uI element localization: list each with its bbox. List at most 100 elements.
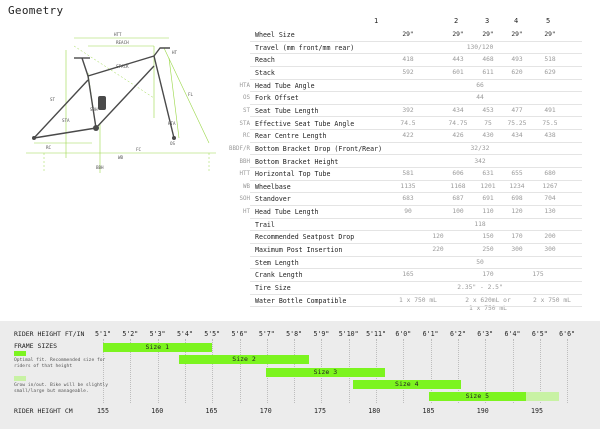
frame-size-bar[interactable]: Size 1 [103, 343, 212, 352]
row-value: 300 [511, 246, 523, 254]
row-value: 1267 [542, 182, 558, 190]
row-value: 606 [452, 170, 464, 178]
geometry-row: OS Fork Offset 44 [210, 92, 600, 105]
row-value: 90 [404, 208, 412, 216]
cm-tick: 180 [368, 407, 381, 415]
diagram-label-st: ST [50, 97, 56, 102]
row-value: 493 [511, 56, 523, 64]
ftin-tick: 5'11" [366, 330, 386, 338]
row-value: 44 [476, 94, 484, 102]
row-value: 468 [482, 56, 494, 64]
row-value: 453 [482, 106, 494, 114]
ftin-gridline [567, 339, 569, 403]
geometry-row: Stack 592 601 611 620 629 [210, 67, 600, 80]
cm-tick: 170 [259, 407, 272, 415]
ftin-tick: 6'0" [395, 330, 412, 338]
row-value: 392 [402, 106, 414, 114]
cm-tick: 175 [314, 407, 326, 415]
ftin-tick: 5'2" [122, 330, 139, 338]
row-value: 422 [402, 132, 414, 140]
diagram-label-htt: HTT [114, 32, 122, 37]
optimal-legend-text: Optimal fit. Recommended size for riders… [14, 358, 106, 369]
frame-size-bar-label: Size 5 [465, 392, 490, 401]
cm-tick: 185 [422, 407, 435, 415]
row-value: 66 [476, 81, 484, 89]
diagram-label-fl: FL [188, 92, 194, 97]
row-value: 680 [544, 170, 556, 178]
row-label: Seat Tube Length [255, 106, 319, 115]
row-value: 1 x 750 mL [399, 296, 437, 304]
row-value: 2 x 620mL or 1 x 750 mL [465, 296, 511, 312]
cm-tick: 195 [531, 407, 543, 415]
geometry-row: Stem Length 50 [210, 257, 600, 270]
geometry-row: Trail 118 [210, 219, 600, 232]
row-abbreviation: HTT [239, 171, 250, 178]
rider-height-ftin-label: RIDER HEIGHT FT/IN [14, 330, 85, 338]
row-value: 434 [452, 106, 464, 114]
geometry-row: WB Wheelbase 1135 1168 1201 1234 1267 [210, 181, 600, 194]
rider-height-cm-label: RIDER HEIGHT CM [14, 407, 73, 415]
size-header-4: 4 [514, 17, 519, 25]
geometry-row: Crank Length 165 170 175 [210, 269, 600, 282]
row-abbreviation: HTA [239, 82, 250, 89]
geometry-row: HTA Head Tube Angle 66 [210, 80, 600, 93]
diagram-label-stack: STACK [116, 64, 129, 69]
row-label: Water Bottle Compatible [255, 296, 347, 305]
ftin-tick: 6'6" [559, 330, 576, 338]
frame-size-bar[interactable]: Size 5 [428, 392, 559, 402]
row-label: Stem Length [255, 258, 299, 267]
frame-size-bar-label: Size 3 [313, 367, 338, 376]
row-label: Bottom Bracket Drop (Front/Rear) [255, 144, 383, 153]
frame-size-bar[interactable]: Size 2 [178, 355, 310, 365]
row-value: 2 x 750 mL [533, 296, 571, 304]
ftin-tick: 5'8" [286, 330, 303, 338]
row-abbreviation: BBH [239, 158, 250, 165]
row-label: Trail [255, 220, 275, 229]
size-header-1: 1 [374, 17, 379, 25]
frame-size-bar[interactable]: Size 4 [352, 379, 462, 389]
geometry-row: Water Bottle Compatible 1 x 750 mL 2 x 620… [210, 295, 600, 312]
ftin-tick: 5'10" [338, 330, 359, 338]
row-value: 74.75 [448, 119, 468, 127]
row-value: 698 [511, 195, 523, 203]
row-label: Recommended Seatpost Drop [255, 233, 355, 242]
frame-size-bar[interactable]: Size 3 [265, 367, 386, 377]
row-value: 29" [452, 31, 464, 38]
diagram-label-fc: FC [136, 147, 142, 152]
ftin-gridline [157, 339, 159, 403]
diagram-label-sta: STA [62, 118, 70, 123]
geometry-row: ST Seat Tube Length 392 434 453 477 491 [210, 105, 600, 118]
ftin-tick: 6'1" [422, 330, 439, 338]
ftin-tick: 5'1" [95, 330, 111, 338]
row-value: 2.35" - 2.5" [457, 284, 503, 291]
row-value: 200 [544, 233, 556, 241]
row-value: 29" [544, 31, 556, 38]
row-value: 601 [452, 68, 464, 76]
geometry-row: HTT Horizontal Top Tube 581 606 631 655 680 [210, 168, 600, 181]
row-value: 75.25 [507, 119, 527, 127]
ftin-tick: 6'5" [531, 330, 548, 338]
row-label: Travel (mm front/mm rear) [255, 43, 355, 52]
size-header-5: 5 [546, 17, 551, 25]
row-value: 1201 [480, 182, 496, 190]
row-label: Bottom Bracket Height [255, 157, 339, 166]
row-label: Tire Size [255, 284, 291, 292]
row-label: Wheelbase [255, 182, 291, 191]
frame-sizes-label: FRAME SIZES [14, 342, 58, 350]
row-value: 1234 [509, 182, 525, 190]
row-abbreviation: HT [243, 209, 250, 216]
ftin-gridline [212, 339, 214, 403]
ftin-gridline [512, 339, 514, 403]
grow-swatch [14, 376, 26, 381]
row-value: 477 [511, 106, 523, 114]
ftin-gridline [184, 339, 186, 403]
row-value: 170 [511, 233, 523, 241]
page-title: Geometry [8, 4, 64, 17]
ftin-gridline [403, 339, 405, 403]
row-value: 620 [511, 68, 523, 76]
geometry-row: Recommended Seatpost Drop 120 150 170 200 [210, 231, 600, 244]
bike-geometry-diagram: HTT REACH STACK HT ST STA SOH RC BBH WB … [26, 32, 216, 173]
row-label: Standover [255, 195, 291, 204]
ftin-gridline [130, 339, 132, 403]
row-value: 300 [544, 246, 556, 254]
